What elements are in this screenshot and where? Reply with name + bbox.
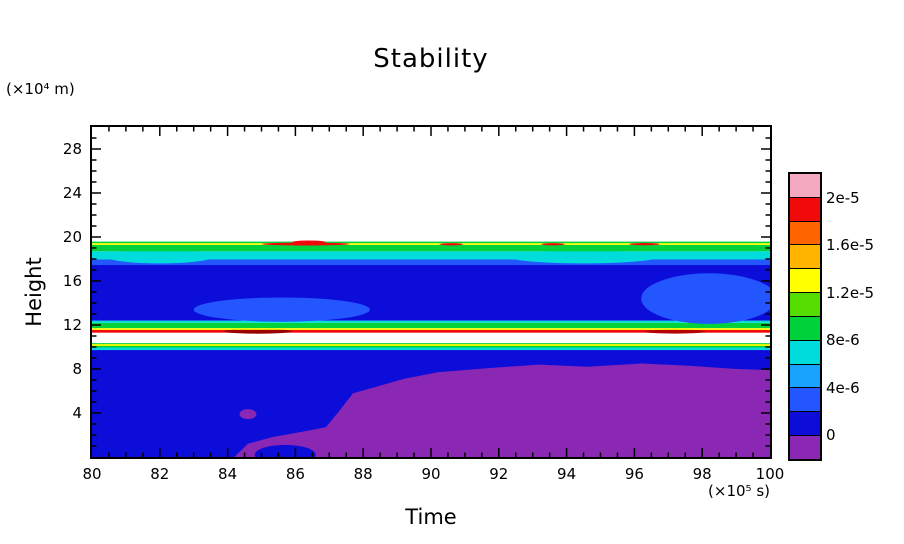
y-tick-label: 8 — [72, 360, 82, 378]
x-tick-label: 96 — [624, 465, 644, 483]
y-tick-label: 20 — [62, 228, 82, 246]
colorbar-label: 1.2e-5 — [826, 283, 875, 302]
y-tick-label: 24 — [62, 184, 82, 202]
region-purple-stable-region — [234, 363, 770, 457]
colorbar-segment-5 — [790, 315, 820, 340]
region-red-streak-x86 — [261, 242, 350, 246]
region-blue-notch-bottom — [254, 444, 316, 457]
colorbar-label: 8e-6 — [826, 331, 860, 350]
x-tick-label: 86 — [285, 465, 305, 483]
region-lightblue-bulge-left — [193, 297, 370, 322]
x-tick-label: 98 — [692, 465, 712, 483]
region-purple-dot — [239, 409, 257, 420]
colorbar-segment-3 — [790, 363, 820, 388]
x-tick-label: 100 — [755, 465, 785, 483]
region-red-spike-x86 — [292, 240, 326, 245]
colorbar-segment-7 — [790, 268, 820, 293]
region-cyan-bulge-left — [105, 249, 215, 264]
colorbar-segment-9 — [790, 220, 820, 245]
colorbar-segment-0 — [790, 435, 820, 459]
x-tick-label: 84 — [218, 465, 238, 483]
region-yellow-strip-h11-6 — [92, 328, 770, 330]
x-tick-label: 90 — [421, 465, 441, 483]
region-green-band-h11-9 — [92, 322, 770, 329]
region-lightblue-patch-right — [641, 273, 770, 324]
chart-title: Stability — [373, 44, 489, 74]
colorbar-label: 1.6e-5 — [826, 236, 875, 255]
x-axis-label: Time — [405, 505, 457, 529]
region-yellow-line-h19-3 — [92, 243, 770, 245]
colorbar-label: 0 — [826, 426, 836, 445]
plot-area — [90, 125, 772, 459]
x-tick-label: 82 — [150, 465, 170, 483]
x-tick-label: 94 — [557, 465, 577, 483]
region-cyan-strip-h12-3 — [92, 320, 770, 323]
y-tick-label: 12 — [62, 316, 82, 334]
colorbar-segment-4 — [790, 339, 820, 364]
region-dark-red-blob-x85 — [224, 328, 293, 334]
colorbar-segment-2 — [790, 387, 820, 412]
colorbar-segment-11 — [790, 174, 820, 197]
colorbar — [788, 172, 822, 461]
region-green-cap-h19-5 — [92, 241, 770, 244]
contour-plot-canvas — [92, 127, 770, 457]
colorbar-label: 4e-6 — [826, 378, 860, 397]
colorbar-segment-8 — [790, 244, 820, 269]
y-tick-label: 28 — [62, 140, 82, 158]
y-tick-label: 16 — [62, 272, 82, 290]
region-green-band-h19 — [92, 244, 770, 252]
region-red-dot-x96-3 — [629, 243, 660, 246]
region-lightblue-strip-h17-6 — [92, 259, 770, 266]
x-axis-unit: (×10⁵ s) — [708, 482, 770, 500]
region-yellow-core-h10 — [92, 344, 770, 346]
region-red-dot-x93-6 — [541, 243, 565, 246]
x-tick-label: 88 — [353, 465, 373, 483]
x-tick-label: 80 — [82, 465, 102, 483]
region-cyan-band-h18-3 — [92, 251, 770, 260]
y-axis-unit: (×10⁴ m) — [6, 80, 75, 98]
y-tick-label: 4 — [72, 404, 82, 422]
region-cyan-bulge-right — [508, 250, 659, 264]
colorbar-segment-10 — [790, 196, 820, 221]
region-red-line-h11-4 — [92, 329, 770, 333]
colorbar-label: 2e-5 — [826, 188, 860, 207]
colorbar-segment-6 — [790, 292, 820, 316]
x-tick-label: 92 — [489, 465, 509, 483]
colorbar-segment-1 — [790, 411, 820, 436]
region-dark-red-blob-x97 — [644, 329, 706, 334]
region-red-dot-x90-6 — [439, 243, 464, 246]
region-cyan-strip-h9-9 — [92, 347, 770, 351]
